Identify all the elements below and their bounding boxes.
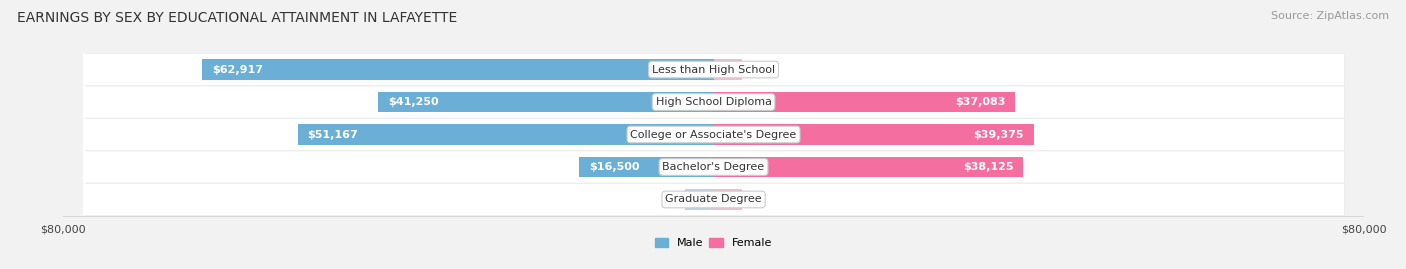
- Bar: [685, 189, 713, 210]
- Bar: [713, 59, 742, 80]
- Text: $37,083: $37,083: [955, 97, 1005, 107]
- FancyBboxPatch shape: [83, 151, 1344, 183]
- Bar: [579, 157, 713, 177]
- Bar: [713, 189, 742, 210]
- Text: Source: ZipAtlas.com: Source: ZipAtlas.com: [1271, 11, 1389, 21]
- Text: Less than High School: Less than High School: [652, 65, 775, 75]
- Text: $62,917: $62,917: [212, 65, 263, 75]
- FancyBboxPatch shape: [86, 119, 1344, 150]
- Bar: [713, 125, 1033, 144]
- Bar: [713, 92, 1015, 112]
- Text: $38,125: $38,125: [963, 162, 1014, 172]
- Text: High School Diploma: High School Diploma: [655, 97, 772, 107]
- FancyBboxPatch shape: [86, 184, 1344, 215]
- Bar: [202, 59, 713, 80]
- FancyBboxPatch shape: [83, 184, 1344, 215]
- Text: $41,250: $41,250: [388, 97, 439, 107]
- FancyBboxPatch shape: [83, 54, 1344, 85]
- Text: $16,500: $16,500: [589, 162, 640, 172]
- Text: $0: $0: [747, 194, 761, 204]
- Text: EARNINGS BY SEX BY EDUCATIONAL ATTAINMENT IN LAFAYETTE: EARNINGS BY SEX BY EDUCATIONAL ATTAINMEN…: [17, 11, 457, 25]
- Text: $0: $0: [666, 194, 681, 204]
- Text: $39,375: $39,375: [973, 129, 1024, 140]
- Text: Graduate Degree: Graduate Degree: [665, 194, 762, 204]
- Text: $51,167: $51,167: [308, 129, 359, 140]
- Legend: Male, Female: Male, Female: [651, 233, 776, 253]
- FancyBboxPatch shape: [83, 86, 1344, 118]
- Text: Bachelor's Degree: Bachelor's Degree: [662, 162, 765, 172]
- Bar: [298, 125, 713, 144]
- Bar: [713, 157, 1024, 177]
- FancyBboxPatch shape: [86, 151, 1344, 183]
- FancyBboxPatch shape: [86, 86, 1344, 118]
- Text: College or Associate's Degree: College or Associate's Degree: [630, 129, 797, 140]
- FancyBboxPatch shape: [83, 119, 1344, 150]
- Text: $0: $0: [747, 65, 761, 75]
- FancyBboxPatch shape: [86, 54, 1344, 85]
- Bar: [378, 92, 713, 112]
